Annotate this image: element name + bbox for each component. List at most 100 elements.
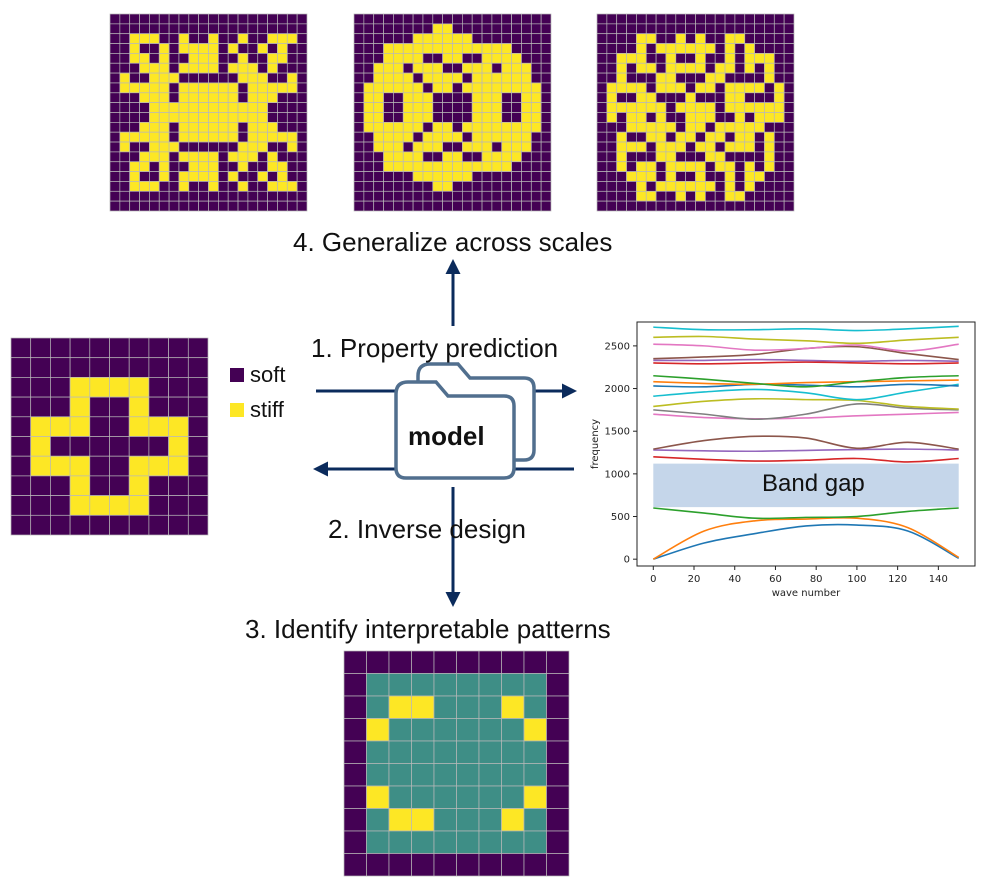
grid-cell bbox=[412, 112, 424, 123]
grid-cell bbox=[257, 181, 268, 192]
grid-cell bbox=[168, 161, 180, 172]
grid-cell bbox=[432, 102, 443, 113]
series-line-4 bbox=[653, 455, 959, 463]
grid-cell bbox=[714, 92, 726, 104]
grid-cell bbox=[754, 151, 765, 163]
grid-cell bbox=[247, 181, 259, 192]
grid-cell bbox=[714, 62, 726, 74]
grid-cell bbox=[139, 13, 150, 25]
grid-cell bbox=[685, 43, 696, 54]
grid-cell bbox=[383, 151, 394, 163]
grid-cell bbox=[546, 763, 570, 787]
grid-cell bbox=[724, 33, 736, 44]
grid-cell bbox=[636, 102, 647, 113]
grid-cell bbox=[286, 161, 298, 172]
grid-cell bbox=[227, 23, 239, 35]
grid-cell bbox=[129, 72, 140, 84]
grid-cell bbox=[286, 171, 298, 182]
grid-cell bbox=[363, 181, 375, 192]
grid-cell bbox=[530, 112, 542, 123]
grid-cell bbox=[773, 171, 785, 182]
grid-cell bbox=[363, 92, 375, 104]
grid-cell bbox=[636, 23, 647, 35]
grid-cell bbox=[433, 808, 457, 832]
grid-cell bbox=[530, 62, 542, 74]
grid-cell bbox=[704, 181, 716, 192]
grid-cell bbox=[363, 161, 375, 172]
grid-cell bbox=[363, 43, 375, 54]
grid-cell bbox=[665, 43, 677, 54]
grid-cell bbox=[685, 181, 696, 192]
grid-cell bbox=[10, 514, 32, 536]
grid-cell bbox=[540, 43, 552, 54]
grid-cell bbox=[119, 72, 131, 84]
grid-cell bbox=[109, 495, 130, 516]
grid-cell bbox=[237, 121, 249, 133]
grid-cell bbox=[208, 53, 219, 64]
grid-cell bbox=[119, 171, 131, 182]
grid-cell bbox=[540, 13, 552, 25]
grid-cell bbox=[247, 141, 259, 153]
grid-cell bbox=[373, 141, 384, 153]
grid-cell bbox=[501, 161, 512, 172]
grid-cell bbox=[530, 33, 542, 44]
grid-cell bbox=[685, 121, 696, 133]
grid-cell bbox=[501, 62, 512, 74]
grid-cell bbox=[675, 151, 686, 163]
grid-cell bbox=[412, 13, 424, 25]
grid-cell bbox=[393, 33, 404, 44]
grid-cell bbox=[267, 151, 278, 163]
grid-cell bbox=[734, 13, 746, 25]
grid-cell bbox=[773, 161, 785, 172]
x-tick-label: 0 bbox=[650, 574, 656, 585]
grid-cell bbox=[773, 112, 785, 123]
grid-cell bbox=[645, 102, 657, 113]
grid-cell bbox=[606, 72, 618, 84]
grid-cell bbox=[665, 190, 677, 202]
series-line-15 bbox=[653, 358, 959, 363]
grid-cell bbox=[178, 92, 190, 104]
grid-cell bbox=[168, 131, 180, 143]
grid-cell bbox=[89, 455, 110, 477]
grid-cell bbox=[783, 43, 795, 54]
grid-cell bbox=[521, 92, 532, 104]
grid-cell bbox=[433, 740, 457, 764]
grid-cell bbox=[744, 200, 755, 212]
grid-cell bbox=[69, 514, 91, 536]
grid-cell bbox=[636, 43, 647, 54]
grid-cell bbox=[432, 92, 443, 104]
grid-cell bbox=[267, 161, 278, 172]
grid-cell bbox=[187, 475, 209, 496]
grid-cell bbox=[148, 436, 169, 457]
grid-cell bbox=[481, 23, 493, 35]
grid-cell bbox=[373, 190, 384, 202]
grid-cell bbox=[412, 102, 424, 113]
grid-cell bbox=[432, 43, 443, 54]
grid-cell bbox=[491, 181, 503, 192]
grid-cell bbox=[129, 161, 140, 172]
grid-cell bbox=[257, 72, 268, 84]
grid-cell bbox=[158, 200, 170, 212]
legend-soft-label: soft bbox=[250, 362, 286, 387]
grid-cell bbox=[530, 121, 542, 133]
grid-cell bbox=[596, 171, 608, 182]
grid-cell bbox=[665, 151, 677, 163]
grid-cell bbox=[412, 190, 424, 202]
grid-cell bbox=[267, 53, 278, 64]
grid-cell bbox=[286, 112, 298, 123]
grid-cell bbox=[471, 141, 483, 153]
grid-cell bbox=[267, 171, 278, 182]
grid-cell bbox=[402, 131, 414, 143]
grid-cell bbox=[227, 72, 239, 84]
grid-cell bbox=[511, 200, 522, 212]
grid-cell bbox=[636, 141, 647, 153]
grid-cell bbox=[198, 131, 209, 143]
grid-cell bbox=[675, 200, 686, 212]
grid-cell bbox=[286, 82, 298, 94]
grid-cell bbox=[30, 495, 51, 516]
grid-cell bbox=[286, 200, 298, 212]
grid-cell bbox=[208, 190, 219, 202]
grid-cell bbox=[432, 141, 443, 153]
grid-cell bbox=[501, 121, 512, 133]
grid-cell bbox=[442, 131, 453, 143]
